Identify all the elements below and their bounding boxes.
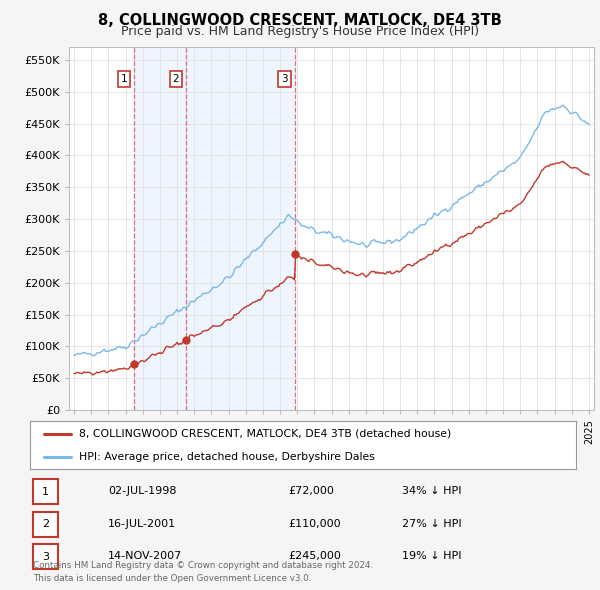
Bar [187,47,295,410]
Text: 3: 3 [281,74,288,84]
Text: 3: 3 [42,552,49,562]
Text: 1: 1 [121,74,127,84]
Text: £245,000: £245,000 [288,551,341,561]
Text: £72,000: £72,000 [288,486,334,496]
Text: 1: 1 [42,487,49,497]
Text: 19% ↓ HPI: 19% ↓ HPI [402,551,461,561]
Text: HPI: Average price, detached house, Derbyshire Dales: HPI: Average price, detached house, Derb… [79,452,375,462]
Text: 16-JUL-2001: 16-JUL-2001 [108,519,176,529]
Text: £110,000: £110,000 [288,519,341,529]
Text: 2: 2 [173,74,179,84]
Text: 8, COLLINGWOOD CRESCENT, MATLOCK, DE4 3TB: 8, COLLINGWOOD CRESCENT, MATLOCK, DE4 3T… [98,13,502,28]
Text: 8, COLLINGWOOD CRESCENT, MATLOCK, DE4 3TB (detached house): 8, COLLINGWOOD CRESCENT, MATLOCK, DE4 3T… [79,429,451,439]
Text: 34% ↓ HPI: 34% ↓ HPI [402,486,461,496]
Text: Price paid vs. HM Land Registry's House Price Index (HPI): Price paid vs. HM Land Registry's House … [121,25,479,38]
Text: 02-JUL-1998: 02-JUL-1998 [108,486,176,496]
Text: 27% ↓ HPI: 27% ↓ HPI [402,519,461,529]
Bar [134,47,187,410]
Text: Contains HM Land Registry data © Crown copyright and database right 2024.
This d: Contains HM Land Registry data © Crown c… [33,562,373,583]
Text: 2: 2 [42,519,49,529]
Text: 14-NOV-2007: 14-NOV-2007 [108,551,182,561]
